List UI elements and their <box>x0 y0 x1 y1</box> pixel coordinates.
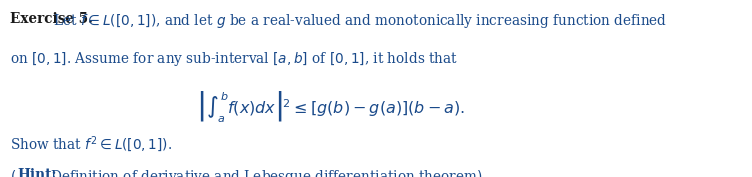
Text: Let $f \in L([0,1])$, and let $g$ be a real-valued and monotonically increasing : Let $f \in L([0,1])$, and let $g$ be a r… <box>10 12 667 30</box>
Text: Show that $f^2 \in L([0,1])$.: Show that $f^2 \in L([0,1])$. <box>10 135 172 154</box>
Text: Definition of derivative and Lebesgue differentiation theorem$)$: Definition of derivative and Lebesgue di… <box>46 168 483 177</box>
Text: Hint:: Hint: <box>17 168 57 177</box>
Text: $\left|\int_a^b f(x)dx\right|^{\!2} \leq [g(b) - g(a)](b-a).$: $\left|\int_a^b f(x)dx\right|^{\!2} \leq… <box>196 88 465 124</box>
Text: $($: $($ <box>10 168 16 177</box>
Text: on $[0,1]$. Assume for any sub-interval $[a,b]$ of $[0,1]$, it holds that: on $[0,1]$. Assume for any sub-interval … <box>10 50 458 68</box>
Text: Exercise 5.: Exercise 5. <box>10 12 92 26</box>
